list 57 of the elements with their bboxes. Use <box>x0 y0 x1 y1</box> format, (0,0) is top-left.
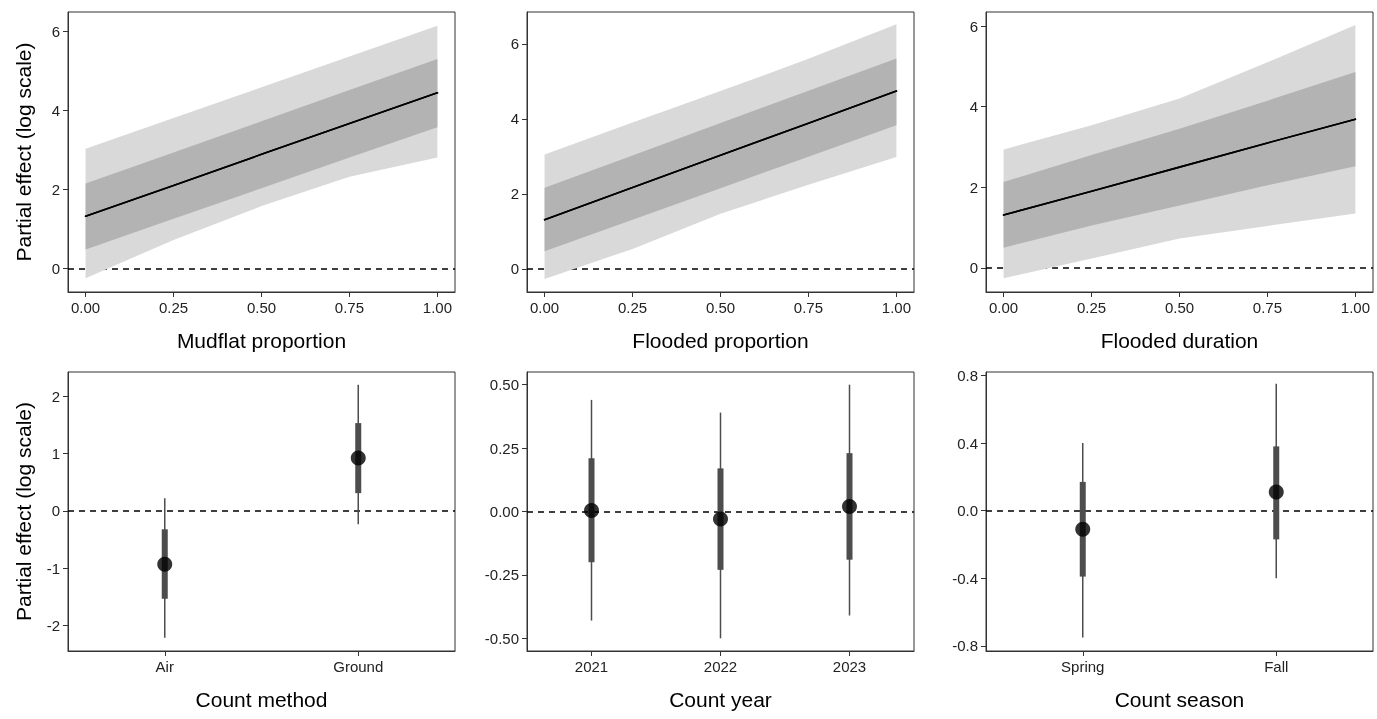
x-tick-label: 1.00 <box>1340 299 1371 316</box>
x-tick-label: 0.25 <box>158 299 189 316</box>
y-tick-label: 0 <box>510 260 519 278</box>
x-tick-label: 0.50 <box>1164 299 1195 316</box>
y-tick-label: -2 <box>46 617 60 635</box>
y-tick-label: -0.4 <box>952 569 978 587</box>
x-tick-label: 0.00 <box>529 299 560 316</box>
x-tick-label: 0.00 <box>70 299 101 316</box>
x-axis-title: Flooded proportion <box>632 329 809 352</box>
y-tick-label: 2 <box>51 180 60 198</box>
x-tick-label: 0.75 <box>334 299 365 316</box>
y-tick-label: 6 <box>51 23 60 41</box>
x-tick-label: 0.75 <box>1252 299 1283 316</box>
y-tick-label: 4 <box>51 102 60 120</box>
y-tick-label: -0.50 <box>484 629 519 647</box>
y-tick-label: 0.00 <box>489 503 519 520</box>
y-tick-label: 1 <box>51 445 60 463</box>
y-tick-label: 0 <box>969 259 978 277</box>
y-tick-label: 0.50 <box>489 376 519 394</box>
x-axis-title: Count season <box>1114 688 1245 711</box>
x-tick-label: 0.00 <box>988 299 1019 316</box>
y-tick-label: 6 <box>510 35 519 53</box>
y-tick-label: -0.8 <box>952 637 978 655</box>
x-tick-label: Spring <box>1061 658 1105 675</box>
y-tick-label: 0 <box>51 502 60 520</box>
x-tick-label: 1.00 <box>881 299 912 316</box>
y-tick-label: 0.4 <box>957 434 978 452</box>
y-tick-label: 6 <box>969 17 978 35</box>
x-tick-label: 1.00 <box>422 299 453 316</box>
y-tick-label: -0.25 <box>484 566 519 584</box>
x-axis-title: Count method <box>195 688 328 711</box>
x-axis-title: Count year <box>669 688 772 711</box>
y-tick-label: 4 <box>969 98 978 116</box>
x-tick-label: 0.50 <box>246 299 277 316</box>
x-tick-label: Ground <box>333 658 384 675</box>
x-tick-label: 2022 <box>703 658 738 675</box>
x-axis-title: Mudflat proportion <box>176 329 347 352</box>
x-tick-label: 0.50 <box>705 299 736 316</box>
y-axis-title: Partial effect (log scale) <box>12 42 35 262</box>
y-tick-label: 0.0 <box>957 502 978 520</box>
y-tick-label: 2 <box>969 178 978 196</box>
y-tick-label: 2 <box>510 185 519 203</box>
y-tick-label: 0.25 <box>489 439 519 457</box>
y-tick-label: -1 <box>46 559 60 577</box>
y-axis-title: Partial effect (log scale) <box>12 401 35 622</box>
x-tick-label: 0.75 <box>793 299 824 316</box>
y-tick-label: 4 <box>510 110 519 128</box>
x-tick-label: 0.25 <box>1076 299 1107 316</box>
y-tick-label: 2 <box>51 387 60 405</box>
x-tick-label: 2023 <box>832 658 867 675</box>
y-tick-label: 0.8 <box>957 366 978 384</box>
y-tick-label: 0 <box>51 259 60 277</box>
x-tick-label: 2021 <box>574 658 609 675</box>
x-tick-label: 0.25 <box>617 299 648 316</box>
x-tick-label: Fall <box>1264 658 1289 675</box>
x-axis-title: Flooded duration <box>1100 329 1259 352</box>
x-tick-label: Air <box>155 658 174 675</box>
